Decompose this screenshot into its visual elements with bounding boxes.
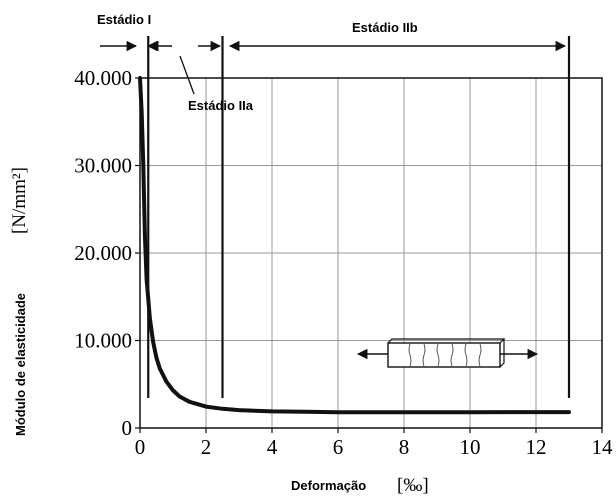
y-axis-unit: [N/mm²] <box>9 167 30 234</box>
y-tick-label: 20.000 <box>74 241 132 265</box>
stage-i-label: Estádio I <box>97 12 151 27</box>
x-tick-label: 4 <box>267 435 278 459</box>
y-tick-label: 10.000 <box>74 329 132 353</box>
x-tick-label: 10 <box>460 435 481 459</box>
y-axis-label: Módulo de elasticidade <box>13 293 28 436</box>
stage-iia-label: Estádio IIa <box>188 98 254 113</box>
x-tick-label: 14 <box>592 435 614 459</box>
x-tick-label: 2 <box>201 435 212 459</box>
stage-annotations: Estádio I Estádio IIa Estádio IIb <box>97 12 567 113</box>
x-axis-unit: [‰] <box>397 475 429 496</box>
x-tick-label: 12 <box>526 435 547 459</box>
tension-specimen-icon <box>356 338 539 368</box>
modulus-curve <box>138 76 571 415</box>
x-tick-labels: 0 2 4 6 8 10 12 14 <box>135 428 613 459</box>
y-tick-label: 30.000 <box>74 154 132 178</box>
y-tick-labels: 0 10.000 20.000 30.000 40.000 <box>74 66 140 440</box>
grid <box>139 77 603 429</box>
stage-iia-leader <box>179 55 195 95</box>
x-tick-label: 8 <box>399 435 410 459</box>
stage-iib-label: Estádio IIb <box>352 20 418 35</box>
x-axis-label: Deformação <box>291 478 366 493</box>
x-tick-label: 0 <box>135 435 146 459</box>
stage-boundary-lines <box>147 36 571 398</box>
x-tick-label: 6 <box>333 435 344 459</box>
y-tick-label: 0 <box>122 416 133 440</box>
y-tick-label: 40.000 <box>74 66 132 90</box>
